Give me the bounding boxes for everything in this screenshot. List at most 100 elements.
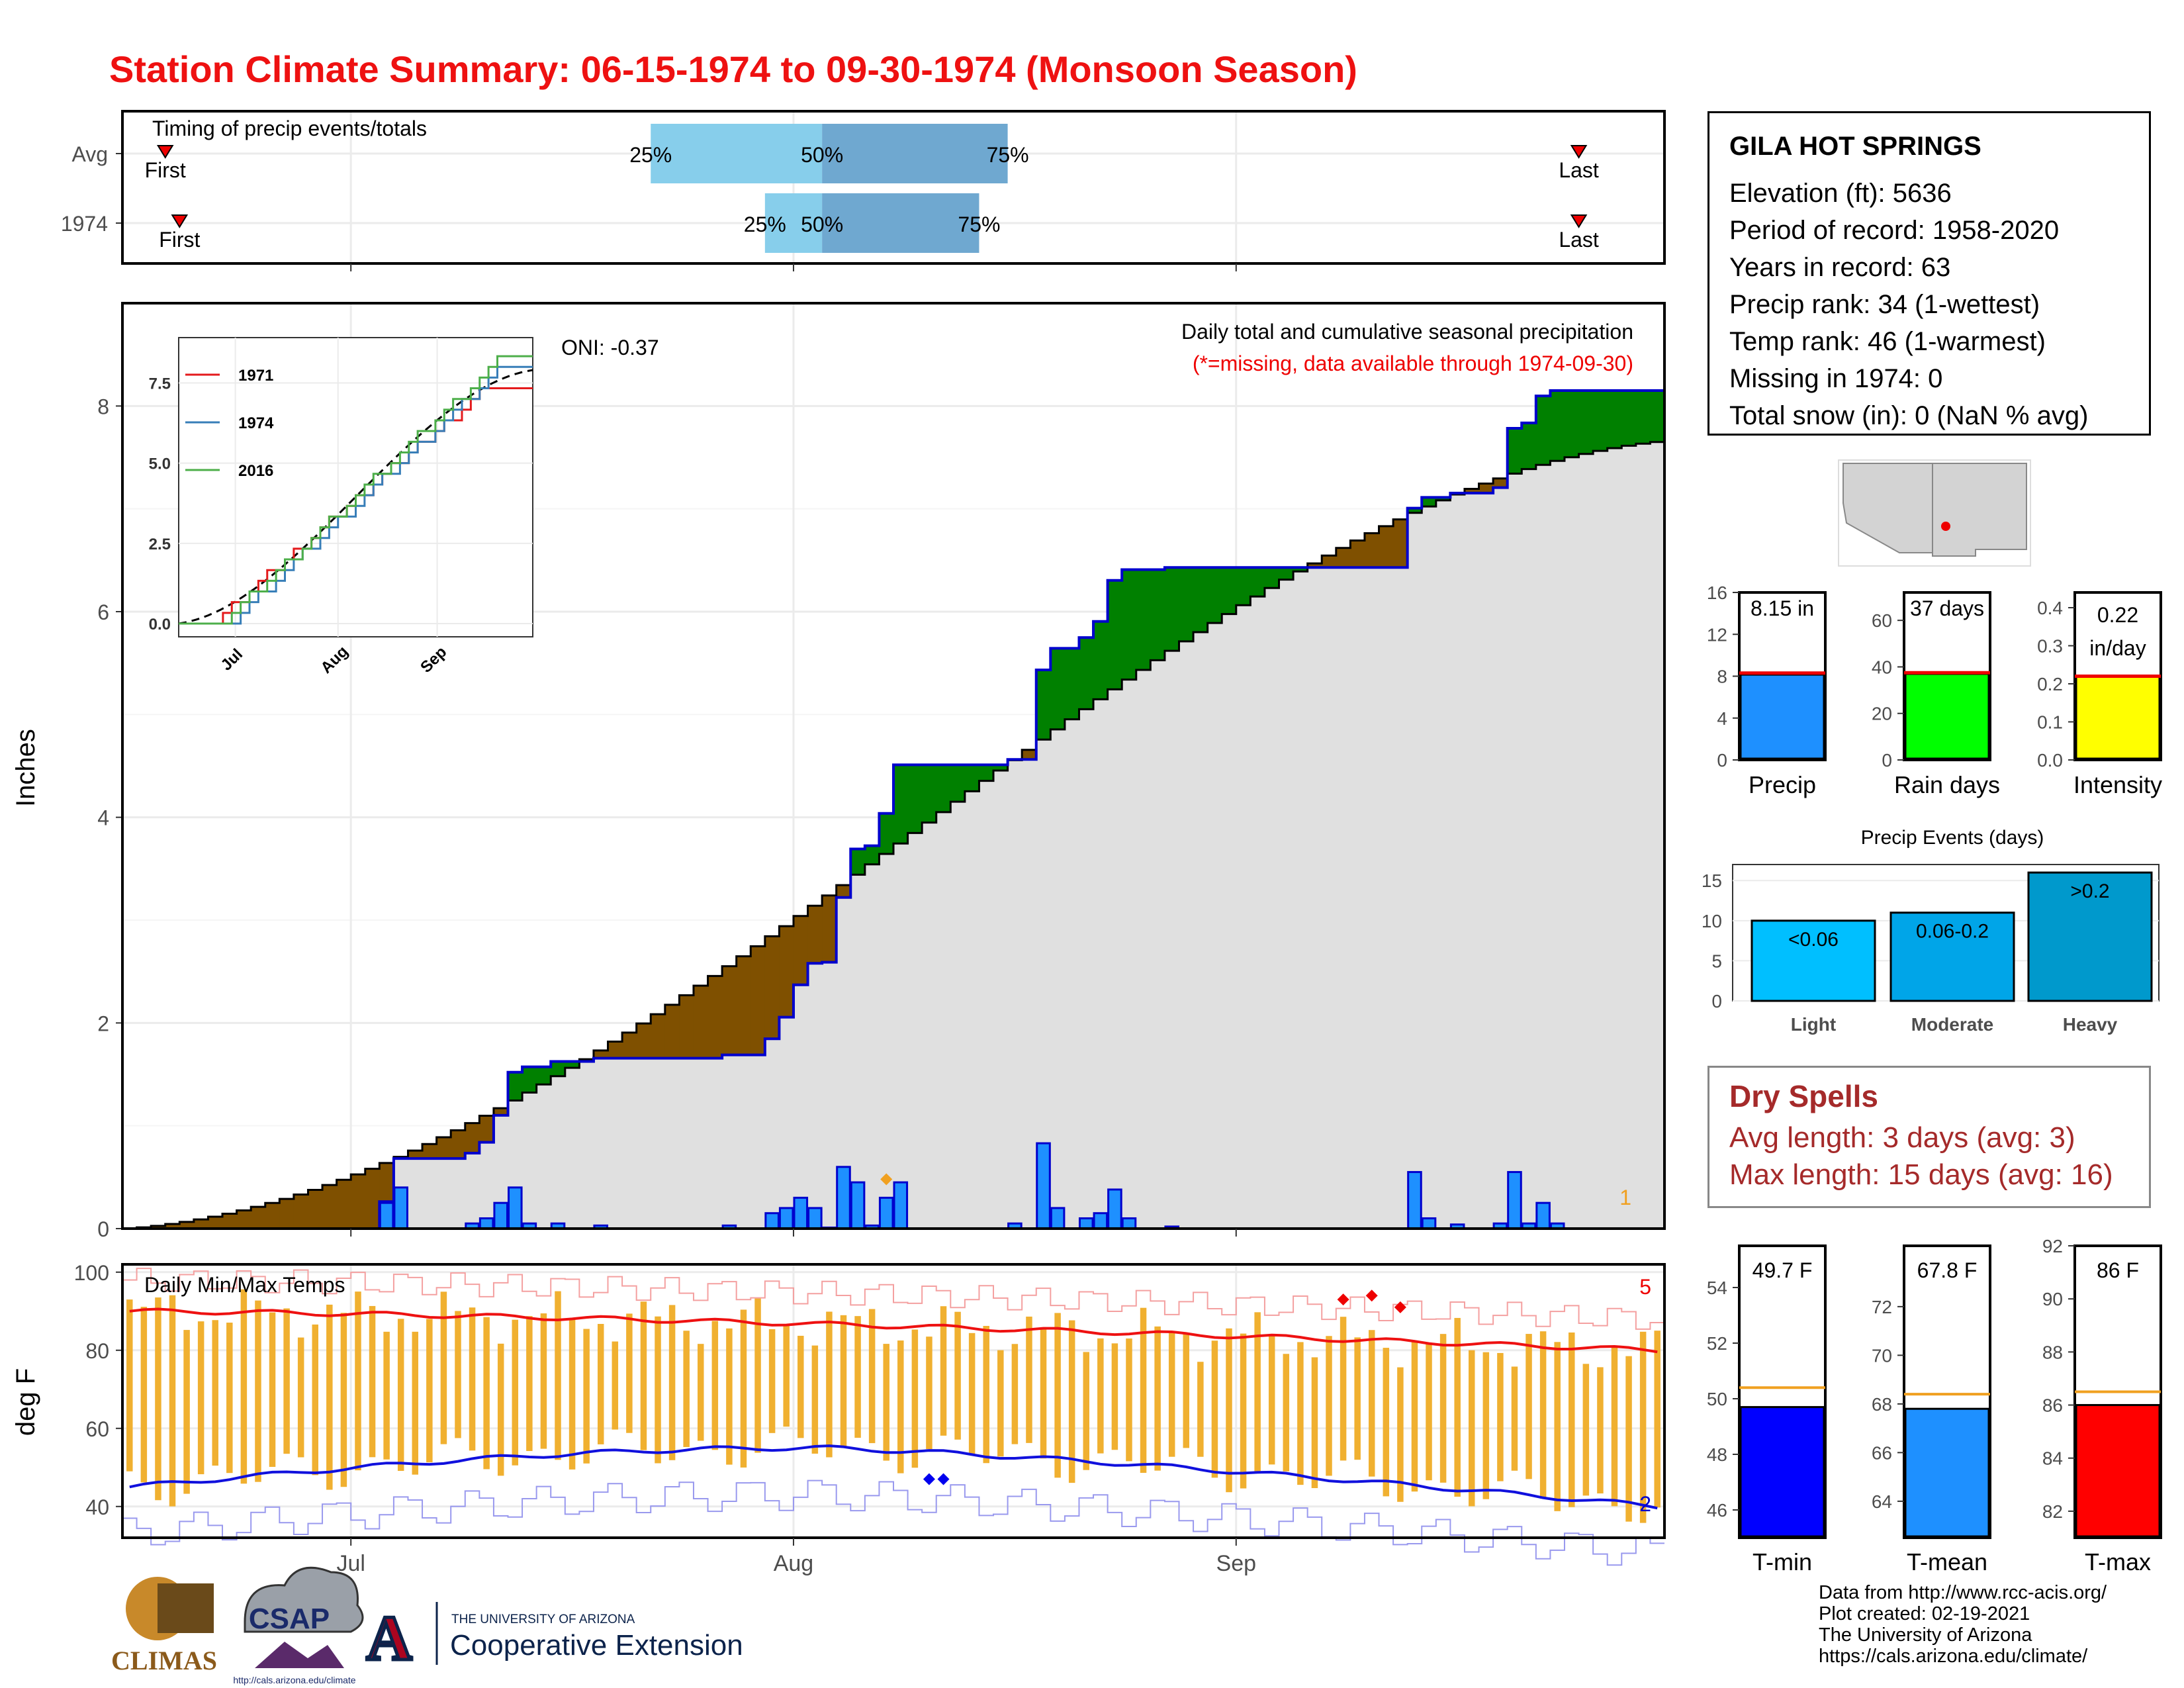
above-normal-area [1093, 621, 1109, 700]
temp-value-label: 49.7 F [1752, 1258, 1813, 1282]
record-high-marker [1365, 1289, 1378, 1302]
daily-temp-bar [197, 1321, 205, 1475]
climas-block-icon [158, 1583, 214, 1633]
daily-temp-bar [811, 1345, 819, 1454]
daily-temp-bar [1211, 1340, 1218, 1478]
normal-area [679, 1058, 694, 1229]
normal-area [1064, 719, 1080, 1229]
mini-y-tick: 84 [2042, 1448, 2063, 1469]
dry-spells-avg: Avg length: 3 days (avg: 3) [1729, 1121, 2075, 1154]
daily-temp-bar [1340, 1317, 1347, 1461]
normal-area [1250, 596, 1265, 1229]
daily-temp-bar [140, 1307, 148, 1483]
daily-precip-bar [1407, 1171, 1422, 1230]
temp-axis-label: T-min [1752, 1548, 1812, 1575]
credit-line: Plot created: 02-19-2021 [1819, 1603, 2030, 1624]
daily-temp-bar [1497, 1352, 1504, 1481]
daily-temp-bar [655, 1316, 661, 1464]
daily-temp-bar [1411, 1340, 1418, 1492]
mini-y-tick: 0.1 [2037, 712, 2063, 733]
mini-y-tick: 52 [1707, 1333, 1727, 1354]
daily-temp-bar [1183, 1333, 1190, 1448]
normal-area [1150, 660, 1165, 1229]
station-period: Period of record: 1958-2020 [1729, 216, 2060, 245]
below-normal-area [707, 976, 723, 1058]
normal-area [422, 1158, 437, 1229]
daily-temp-bar [526, 1316, 533, 1452]
ua-extension-text: Cooperative Extension [450, 1629, 743, 1662]
below-normal-area [251, 1207, 266, 1229]
above-normal-area [1535, 396, 1551, 465]
daily-precip-bar [764, 1212, 780, 1230]
above-normal-area [1293, 567, 1308, 572]
row-label: Avg [71, 142, 108, 166]
below-normal-area [807, 906, 823, 964]
daily-temp-bar [269, 1312, 276, 1467]
above-normal-area [1079, 637, 1094, 710]
y-tick-label: 100 [74, 1261, 109, 1285]
y-tick-label: 8 [97, 395, 109, 418]
total-value-label: 0.22 [2097, 603, 2138, 627]
normal-area [1650, 442, 1665, 1229]
daily-precip-bar [807, 1207, 823, 1230]
daily-temp-bar [1140, 1307, 1147, 1473]
normal-area [822, 962, 837, 1229]
mini-y-tick: 0 [1882, 750, 1892, 771]
normal-max-line [129, 1307, 1658, 1354]
daily-temp-bar [283, 1308, 290, 1454]
below-normal-area [193, 1219, 209, 1229]
above-normal-area [850, 849, 866, 875]
daily-precip-bar [493, 1201, 508, 1230]
mini-value-bar [1904, 1407, 1990, 1538]
daily-temp-bar [297, 1337, 304, 1458]
normal-area [1607, 448, 1622, 1229]
mini-y-tick: 12 [1707, 624, 1727, 645]
climas-logo-text: CLIMAS [111, 1646, 217, 1675]
q75-label: 75% [987, 143, 1029, 167]
station-elevation: Elevation (ft): 5636 [1729, 179, 1952, 208]
daily-precip-bar [1093, 1212, 1109, 1230]
below-normal-area [1022, 749, 1037, 760]
normal-area [451, 1158, 466, 1229]
normal-area [1464, 492, 1480, 1229]
above-normal-area [1050, 648, 1066, 729]
normal-area [979, 780, 994, 1229]
below-normal-area [493, 1108, 509, 1115]
daily-temp-bar [483, 1317, 490, 1470]
above-normal-area [922, 765, 937, 823]
below-normal-area [179, 1221, 195, 1229]
below-normal-area [1336, 547, 1351, 568]
daily-temp-bar [126, 1299, 133, 1472]
normal-area [1007, 760, 1023, 1229]
below-normal-area [1350, 540, 1365, 568]
legend-label: 1974 [238, 414, 274, 432]
mini-y-tick: 48 [1707, 1444, 1727, 1465]
daily-temp-bar [1126, 1338, 1132, 1462]
station-precip-rank: Precip rank: 34 (1-wettest) [1729, 290, 2040, 319]
daily-temp-bar [426, 1319, 433, 1463]
below-normal-area [408, 1150, 423, 1159]
daily-temp-bar [1482, 1352, 1490, 1499]
daily-temp-bar [1368, 1330, 1375, 1477]
above-normal-area [1593, 391, 1608, 451]
y-tick-label: 80 [85, 1339, 109, 1363]
normal-area [693, 1058, 709, 1229]
above-normal-area [1264, 567, 1280, 588]
daily-temp-bar [255, 1300, 261, 1482]
daily-temp-bar [1011, 1344, 1019, 1444]
event-category-label: Heavy [2063, 1014, 2118, 1035]
normal-area [722, 1055, 737, 1229]
below-normal-area [222, 1213, 238, 1229]
above-normal-area [1064, 648, 1080, 720]
daily-temp-bar [1254, 1312, 1261, 1474]
first-marker [171, 214, 189, 228]
below-normal-area [236, 1210, 251, 1229]
y-axis-label: Inches [11, 729, 40, 807]
dry-spells-box: Dry Spells Avg length: 3 days (avg: 3) M… [1707, 1066, 2151, 1208]
daily-temp-bar [1539, 1331, 1547, 1499]
normal-area [993, 770, 1009, 1229]
record-high-line [122, 1268, 1664, 1330]
row-label: 1974 [61, 212, 108, 236]
quartile-bar-high [822, 193, 979, 253]
daily-temp-bar [711, 1321, 719, 1450]
